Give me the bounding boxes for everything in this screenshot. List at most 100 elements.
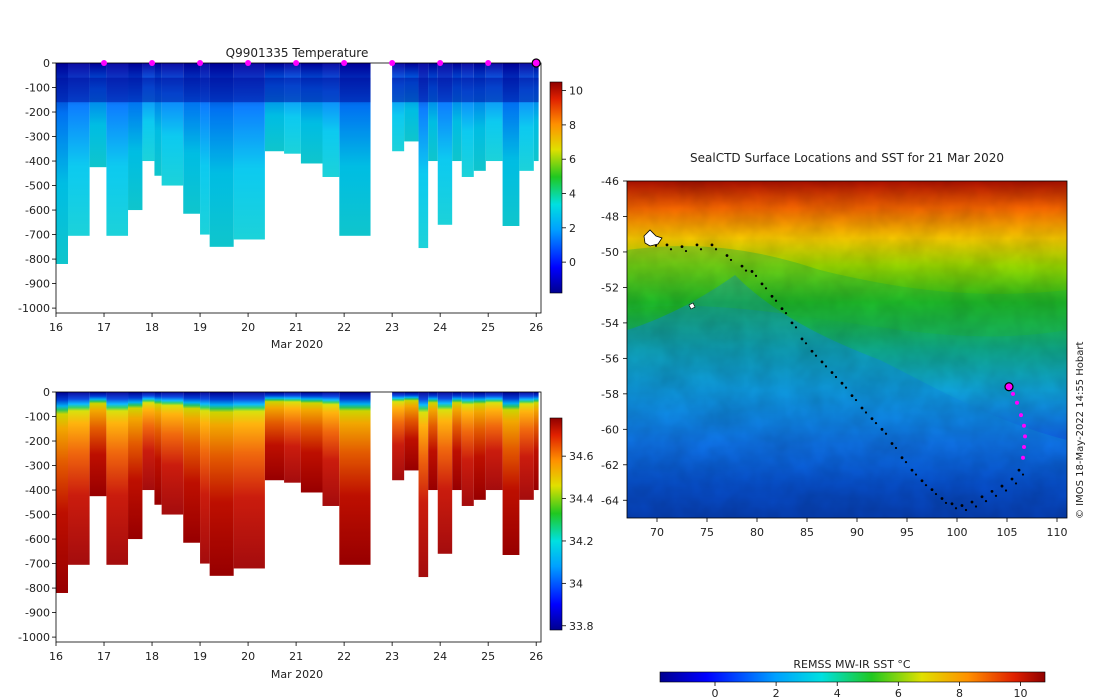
salinity-x-tick-label: 23	[385, 650, 399, 663]
temperature-column	[452, 63, 462, 162]
temperature-column-shade	[392, 63, 405, 152]
salinity-column	[128, 392, 143, 540]
salinity-y-tick-label: -600	[25, 533, 50, 546]
salinity-xlabel: Mar 2020	[271, 668, 323, 681]
track-point	[680, 245, 684, 249]
map-x-ticks: 70 75 80 85 90 95 100 105 110	[650, 518, 1068, 539]
colorbar-tick-label: 4	[569, 188, 576, 201]
temperature-columns	[56, 63, 539, 264]
track-point	[654, 244, 658, 247]
colorbar-tick-label: 0	[569, 256, 576, 269]
map-y-tick-label: -62	[601, 459, 619, 472]
map-y-ticks: -46 -48 -50 -52 -54 -56 -58 -60 -62 -64	[601, 175, 627, 507]
track-point	[665, 243, 669, 247]
track-point	[860, 406, 864, 410]
track-point	[750, 270, 754, 273]
sst-cb-tick-label: 2	[773, 687, 780, 700]
track-point	[729, 258, 733, 262]
map-x-tick-label: 90	[850, 526, 864, 539]
salinity-column	[106, 392, 129, 565]
temperature-xlabel: Mar 2020	[271, 338, 323, 351]
map-y-tick-label: -46	[601, 175, 619, 188]
temperature-x-tick-label: 21	[289, 321, 303, 334]
sst-cb-tick-label: 4	[834, 687, 841, 700]
temperature-cold-layer	[161, 77, 184, 103]
track-point	[880, 427, 884, 431]
salinity-column-shade	[502, 392, 520, 555]
temperature-y-tick-label: -600	[25, 204, 50, 217]
map-y-tick-label: -50	[601, 246, 619, 259]
map-x-tick-label: 85	[800, 526, 814, 539]
temperature-cold-layer	[339, 77, 371, 103]
temperature-cold-layer	[233, 77, 265, 103]
temperature-x-tick-label: 20	[241, 321, 255, 334]
map-axes-frame	[626, 180, 1068, 519]
temperature-column-shade	[68, 63, 90, 236]
salinity-column-shade	[284, 392, 301, 483]
salinity-column	[533, 392, 539, 491]
salinity-y-tick-label: 0	[43, 386, 50, 399]
map-y-tick-label: -54	[601, 317, 619, 330]
temperature-panel: Q9901335 Temperature 0 -100 -200 -300 -400 -5…	[18, 46, 583, 351]
salinity-x-tick-label: 16	[49, 650, 63, 663]
salinity-column-shade	[428, 392, 438, 491]
salinity-colorbar	[549, 417, 563, 631]
track-point	[710, 243, 714, 247]
salinity-colorbar-ticks: 34.6 34.4 34.2 34 33.8	[562, 450, 594, 633]
track-point	[824, 365, 828, 368]
salinity-y-tick-label: -900	[25, 607, 50, 620]
colorbar-tick-label: 34.2	[569, 535, 594, 548]
temperature-cold-layer	[106, 77, 129, 103]
temperature-column	[533, 63, 539, 162]
salinity-column-shade	[519, 392, 534, 500]
salinity-column-shade	[300, 392, 323, 493]
map-x-tick-label: 95	[900, 526, 914, 539]
salinity-column-shade	[533, 392, 539, 491]
colorbar-tick-label: 2	[569, 222, 576, 235]
salinity-column	[200, 392, 210, 564]
imos-credit: © IMOS 18-May-2022 14:55 Hobart	[1075, 342, 1086, 519]
salinity-panel: 0 -100 -200 -300 -400 -500 -600 -700 -800 -900 -10…	[18, 386, 593, 681]
track-point	[884, 432, 888, 435]
salinity-columns	[56, 392, 539, 593]
colorbar-tick-label: 8	[569, 119, 576, 132]
track-point	[984, 500, 988, 503]
salinity-x-tick-label: 24	[433, 650, 447, 663]
salinity-column	[300, 392, 323, 493]
salinity-column	[89, 392, 107, 497]
map-x-tick-label: 110	[1047, 526, 1068, 539]
temperature-cold-layer	[89, 77, 107, 103]
track-point	[934, 492, 938, 496]
track-point	[780, 307, 784, 311]
recent-position	[1011, 391, 1015, 396]
track-point	[970, 500, 974, 504]
colorbar-tick-label: 33.8	[569, 620, 594, 633]
salinity-column	[322, 392, 340, 506]
track-point	[814, 354, 818, 357]
salinity-x-tick-label: 20	[241, 650, 255, 663]
sst-mottle	[627, 181, 1067, 518]
temperature-cold-layer	[209, 77, 234, 103]
temperature-x-tick-label: 16	[49, 321, 63, 334]
track-point	[834, 375, 838, 379]
temperature-colorbar	[549, 81, 563, 294]
temperature-cold-layer	[264, 77, 285, 103]
temperature-x-tick-label: 24	[433, 321, 447, 334]
map-title: SealCTD Surface Locations and SST for 21…	[690, 151, 1004, 165]
temperature-cold-layer	[461, 77, 474, 103]
recent-position	[1021, 455, 1025, 460]
salinity-column	[473, 392, 486, 500]
seal-track	[650, 239, 1025, 512]
temperature-cold-layer	[284, 77, 301, 103]
track-point	[1017, 468, 1021, 472]
track-point	[794, 326, 798, 329]
temperature-cold-layer	[392, 77, 405, 103]
temperature-y-tick-label: -500	[25, 180, 50, 193]
profile-marker	[197, 60, 204, 66]
temperature-x-tick-label: 19	[193, 321, 207, 334]
track-point	[964, 508, 968, 512]
track-point	[725, 254, 729, 257]
salinity-column	[437, 392, 453, 554]
track-point	[684, 249, 688, 253]
temperature-y-tick-label: -100	[25, 82, 50, 95]
